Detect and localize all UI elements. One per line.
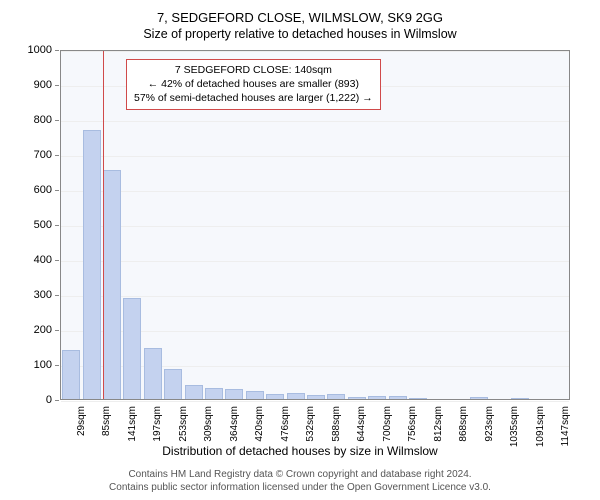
plot-wrap: 7 SEDGEFORD CLOSE: 140sqm ← 42% of detac… — [60, 50, 570, 400]
y-tick-mark — [55, 365, 59, 366]
histogram-bar — [205, 388, 223, 399]
histogram-bar — [287, 393, 305, 399]
x-tick-label: 700sqm — [382, 406, 393, 442]
gridline — [61, 401, 569, 402]
histogram-bar — [348, 397, 366, 399]
x-tick-label: 1147sqm — [560, 406, 571, 446]
y-tick-label: 700 — [12, 149, 52, 161]
x-tick-label: 756sqm — [407, 406, 418, 442]
histogram-bar — [83, 130, 101, 400]
y-tick-mark — [55, 260, 59, 261]
y-tick-mark — [55, 85, 59, 86]
x-tick-label: 588sqm — [331, 406, 342, 442]
x-tick-label: 197sqm — [152, 406, 163, 442]
y-tick-mark — [55, 330, 59, 331]
chart-subtitle: Size of property relative to detached ho… — [0, 25, 600, 45]
histogram-bar — [266, 394, 284, 399]
histogram-bar — [409, 398, 427, 399]
x-tick-label: 141sqm — [127, 406, 138, 442]
y-tick-label: 800 — [12, 114, 52, 126]
y-tick-label: 500 — [12, 219, 52, 231]
histogram-bar — [470, 397, 488, 399]
x-tick-label: 253sqm — [178, 406, 189, 442]
y-tick-label: 400 — [12, 254, 52, 266]
x-tick-label: 476sqm — [280, 406, 291, 442]
plot-area: 7 SEDGEFORD CLOSE: 140sqm ← 42% of detac… — [60, 50, 570, 400]
x-tick-label: 868sqm — [458, 406, 469, 442]
x-tick-label: 364sqm — [229, 406, 240, 442]
histogram-bar — [185, 385, 203, 399]
y-tick-mark — [55, 400, 59, 401]
annotation-line3: 57% of semi-detached houses are larger (… — [134, 91, 373, 105]
reference-line — [103, 51, 104, 399]
footer-line2: Contains public sector information licen… — [0, 481, 600, 494]
y-tick-label: 300 — [12, 289, 52, 301]
histogram-bar — [144, 348, 162, 399]
x-tick-label: 644sqm — [356, 406, 367, 442]
y-tick-label: 0 — [12, 394, 52, 406]
histogram-bar — [389, 396, 407, 399]
y-tick-mark — [55, 295, 59, 296]
x-tick-label: 1091sqm — [535, 406, 546, 447]
histogram-bar — [103, 170, 121, 399]
y-tick-label: 900 — [12, 79, 52, 91]
y-tick-mark — [55, 50, 59, 51]
y-tick-mark — [55, 190, 59, 191]
chart-title: 7, SEDGEFORD CLOSE, WILMSLOW, SK9 2GG — [0, 0, 600, 25]
annotation-box: 7 SEDGEFORD CLOSE: 140sqm ← 42% of detac… — [126, 59, 381, 110]
x-tick-label: 812sqm — [433, 406, 444, 442]
y-tick-label: 600 — [12, 184, 52, 196]
y-tick-mark — [55, 120, 59, 121]
histogram-bar — [164, 369, 182, 399]
x-tick-label: 532sqm — [305, 406, 316, 442]
x-tick-label: 309sqm — [203, 406, 214, 442]
y-tick-label: 200 — [12, 324, 52, 336]
annotation-line2: ← 42% of detached houses are smaller (89… — [134, 77, 373, 91]
y-tick-mark — [55, 155, 59, 156]
chart-container: 7, SEDGEFORD CLOSE, WILMSLOW, SK9 2GG Si… — [0, 0, 600, 500]
y-tick-mark — [55, 225, 59, 226]
annotation-line1: 7 SEDGEFORD CLOSE: 140sqm — [134, 63, 373, 77]
histogram-bar — [307, 395, 325, 399]
histogram-bar — [246, 391, 264, 399]
histogram-bar — [123, 298, 141, 400]
histogram-bar — [225, 389, 243, 399]
histogram-bar — [368, 396, 386, 400]
x-tick-label: 420sqm — [254, 406, 265, 442]
footer-line1: Contains HM Land Registry data © Crown c… — [0, 468, 600, 481]
histogram-bar — [327, 394, 345, 399]
x-tick-label: 923sqm — [484, 406, 495, 442]
x-tick-label: 1035sqm — [509, 406, 520, 447]
histogram-bar — [511, 398, 529, 399]
x-axis-label: Distribution of detached houses by size … — [0, 444, 600, 458]
x-tick-label: 85sqm — [101, 406, 112, 436]
footer: Contains HM Land Registry data © Crown c… — [0, 468, 600, 494]
y-tick-label: 100 — [12, 359, 52, 371]
histogram-bar — [62, 350, 80, 399]
y-tick-label: 1000 — [12, 44, 52, 56]
x-tick-label: 29sqm — [76, 406, 87, 436]
